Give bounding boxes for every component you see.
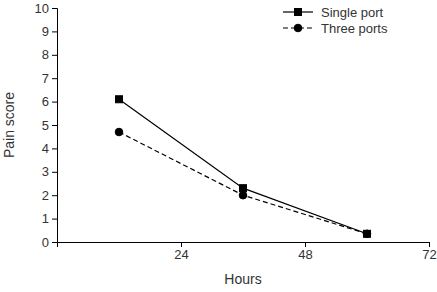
y-tick-mark	[52, 8, 57, 9]
chart: 24 48 72 0 1 2 3 4 5 6 7 8 9 10 Hours Pain score Single …	[0, 0, 437, 292]
y-tick: 2	[42, 188, 57, 203]
plot: 24 48 72 0 1 2 3 4 5 6 7 8 9 10	[35, 1, 437, 263]
y-tick: 5	[42, 118, 57, 133]
series-line	[119, 99, 367, 234]
series-point	[116, 96, 123, 103]
y-tick-label: 5	[42, 118, 49, 133]
legend-label: Three ports	[321, 21, 388, 36]
y-tick-mark	[52, 55, 57, 56]
x-axis: 24 48 72	[58, 242, 437, 262]
y-tick: 8	[42, 47, 57, 62]
y-tick: 4	[42, 141, 57, 156]
x-tick-label: 72	[422, 247, 436, 262]
legend: Single portThree ports	[283, 5, 388, 36]
legend-marker	[294, 24, 302, 32]
legend-label: Single port	[321, 5, 384, 20]
y-tick: 10	[35, 1, 57, 16]
series-point	[364, 230, 371, 237]
x-tick: 24	[174, 242, 188, 262]
y-tick-label: 10	[35, 1, 49, 16]
y-axis-title: Pain score	[1, 92, 17, 158]
x-axis-line	[58, 243, 430, 248]
y-tick-mark	[52, 78, 57, 79]
y-axis: 0 1 2 3 4 5 6 7 8 9 10	[35, 1, 58, 250]
y-axis-line	[52, 9, 58, 243]
x-tick-label: 48	[298, 247, 312, 262]
y-tick-label: 0	[42, 235, 49, 250]
y-tick: 9	[42, 24, 57, 39]
y-tick: 0	[42, 235, 57, 250]
y-tick: 1	[42, 211, 57, 226]
y-tick-label: 9	[42, 24, 49, 39]
marks	[115, 96, 371, 238]
y-tick-mark	[52, 242, 57, 243]
y-tick-mark	[52, 172, 57, 173]
y-tick-label: 3	[42, 164, 49, 179]
y-tick-mark	[52, 102, 57, 103]
y-tick-label: 4	[42, 141, 49, 156]
series-point	[363, 230, 371, 238]
x-axis-title: Hours	[224, 271, 261, 287]
series-point	[240, 185, 247, 192]
y-tick-mark	[52, 195, 57, 196]
x-tick: 48	[298, 242, 312, 262]
series-point	[239, 191, 247, 199]
y-tick-label: 7	[42, 71, 49, 86]
y-tick-label: 1	[42, 211, 49, 226]
series-point	[115, 128, 123, 136]
series-line	[119, 132, 367, 234]
y-tick-mark	[52, 31, 57, 32]
y-tick-mark	[52, 125, 57, 126]
y-tick-label: 2	[42, 188, 49, 203]
legend-marker	[295, 9, 302, 16]
x-tick-label: 24	[174, 247, 188, 262]
y-tick: 7	[42, 71, 57, 86]
y-tick-mark	[52, 219, 57, 220]
y-tick-mark	[52, 148, 57, 149]
x-tick: 72	[422, 242, 436, 262]
y-tick-label: 6	[42, 94, 49, 109]
y-tick-label: 8	[42, 47, 49, 62]
y-tick: 3	[42, 164, 57, 179]
y-tick: 6	[42, 94, 57, 109]
